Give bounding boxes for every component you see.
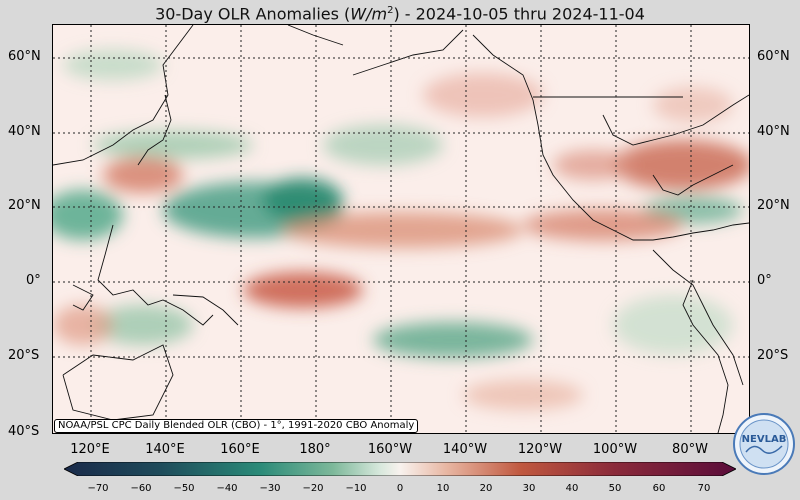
olr-anomaly-map <box>52 24 750 434</box>
colorbar-tick: −70 <box>87 483 109 494</box>
colorbar-tick: −30 <box>259 483 281 494</box>
colorbar-tick: 30 <box>522 483 536 494</box>
data-source-note: NOAA/PSL CPC Daily Blended OLR (CBO) - 1… <box>54 419 419 433</box>
colorbar-tick: 60 <box>652 483 666 494</box>
title-unit-exponent: 2 <box>387 5 394 16</box>
colorbar-tick: 20 <box>479 483 493 494</box>
lon-label-160w: 160°W <box>367 442 413 457</box>
colorbar-tick: −50 <box>173 483 195 494</box>
map-title: 30-Day OLR Anomalies (W/m2) - 2024-10-05… <box>0 0 800 24</box>
lat-label-eq-right: 0° <box>757 273 772 288</box>
lat-label-eq-left: 0° <box>26 273 41 288</box>
lat-label-40n-left: 40°N <box>8 124 41 139</box>
colorbar-tick: −20 <box>302 483 324 494</box>
logo-text: NEVLAB <box>742 434 787 445</box>
lat-label-20s-left: 20°S <box>8 348 40 363</box>
lat-label-20n-right: 20°N <box>757 198 790 213</box>
colorbar-tick: 70 <box>697 483 711 494</box>
lat-label-60n-right: 60°N <box>757 49 790 64</box>
lon-label-180: 180° <box>299 442 331 457</box>
title-suffix: ) - 2024-10-05 thru 2024-11-04 <box>393 4 645 24</box>
lat-label-20n-left: 20°N <box>8 198 41 213</box>
lon-label-100w: 100°W <box>592 442 638 457</box>
nev-lab-logo: NEVLAB <box>733 413 795 475</box>
lon-label-80w: 80°W <box>672 442 708 457</box>
title-unit: W/m <box>350 4 388 24</box>
colorbar-tick: 50 <box>608 483 622 494</box>
colorbar-tick: −40 <box>216 483 238 494</box>
lat-label-20s-right: 20°S <box>757 348 789 363</box>
lat-label-40s-left: 40°S <box>8 424 40 439</box>
lon-label-140w: 140°W <box>442 442 488 457</box>
graticule <box>53 25 749 433</box>
colorbar <box>64 462 736 476</box>
lon-label-120e: 120°E <box>70 442 110 457</box>
lat-label-60n-left: 60°N <box>8 49 41 64</box>
lon-label-140e: 140°E <box>145 442 185 457</box>
colorbar-tick: −10 <box>345 483 367 494</box>
lat-label-40n-right: 40°N <box>757 124 790 139</box>
colorbar-tick: −60 <box>130 483 152 494</box>
title-prefix: 30-Day OLR Anomalies ( <box>155 4 351 24</box>
lon-label-160e: 160°E <box>220 442 260 457</box>
anomaly-field <box>53 50 749 410</box>
colorbar-tick: 0 <box>396 483 404 494</box>
colorbar-tick: 10 <box>436 483 450 494</box>
colorbar-tick: 40 <box>565 483 579 494</box>
lon-label-120w: 120°W <box>517 442 563 457</box>
